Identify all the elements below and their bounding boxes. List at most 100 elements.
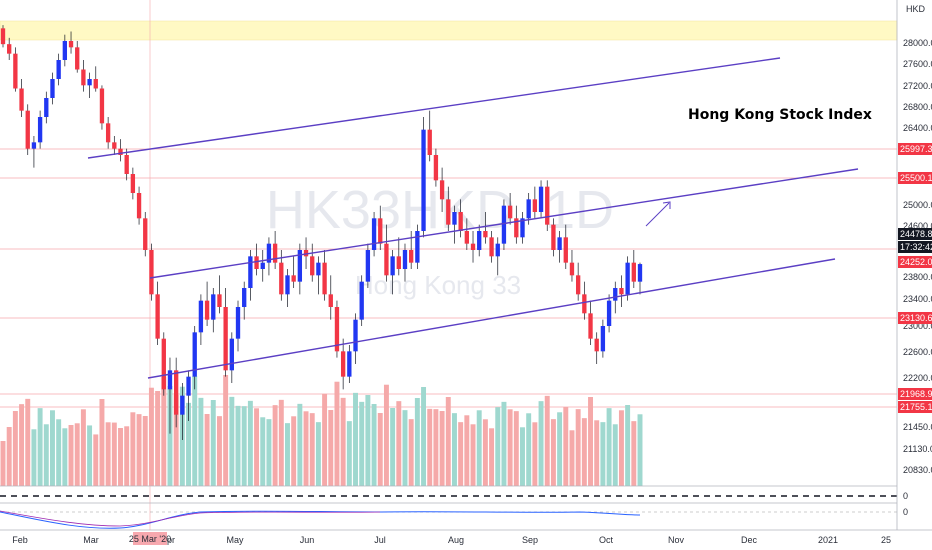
- candle: [31, 136, 37, 168]
- candle: [266, 237, 272, 276]
- price-tag: 17:32:42: [898, 241, 932, 253]
- candle: [334, 300, 340, 358]
- price-tag-label: 25997.3: [900, 144, 932, 154]
- candle: [93, 66, 98, 92]
- candle-body: [7, 44, 12, 54]
- volume-bar: [575, 409, 581, 486]
- y-tick-label: 28000.0: [903, 38, 932, 48]
- volume-bar: [322, 393, 328, 486]
- candle: [575, 262, 581, 301]
- price-tag-label: 25500.1: [900, 173, 932, 183]
- y-tick-label: 24600.0: [903, 221, 932, 231]
- time-axis[interactable]: Feb Mar Apr May Jun Jul Aug Sep Oct Nov Dec 2021 25 …: [0, 529, 932, 545]
- volume-bar: [501, 401, 507, 486]
- lower-channel-line[interactable]: [147, 258, 836, 379]
- candle: [310, 243, 315, 282]
- candle: [260, 250, 265, 282]
- candle: [105, 117, 111, 149]
- candlestick-series: [0, 25, 643, 440]
- candle: [130, 167, 136, 200]
- volume-bar: [118, 428, 123, 486]
- candle-body: [272, 243, 278, 263]
- candle-body: [31, 142, 37, 149]
- middle-channel-line[interactable]: [149, 168, 859, 279]
- candle: [50, 72, 55, 105]
- volume-bar: [303, 411, 309, 486]
- candle-body: [130, 174, 136, 193]
- candle: [452, 205, 457, 244]
- volume-bars: [0, 375, 643, 486]
- candle-body: [489, 237, 494, 257]
- candle-body: [526, 199, 531, 219]
- candle-body: [421, 129, 426, 231]
- price-tag: 25997.3: [898, 143, 932, 155]
- volume-bar: [588, 397, 593, 486]
- candle: [291, 256, 296, 288]
- volume-bar: [247, 400, 253, 486]
- upper-channel-line[interactable]: [87, 57, 781, 159]
- price-tag-bg: [898, 228, 932, 240]
- candle-body: [68, 41, 74, 48]
- candle: [495, 237, 500, 276]
- candle: [563, 224, 568, 269]
- volume-bar: [173, 395, 179, 486]
- candle-body: [520, 218, 525, 238]
- volume-bar: [334, 381, 340, 486]
- volume-bar: [254, 408, 260, 486]
- candle: [149, 243, 154, 301]
- candle-body: [279, 262, 284, 295]
- candle: [501, 199, 507, 250]
- candle: [180, 383, 185, 440]
- candle: [625, 256, 630, 301]
- candle: [532, 186, 538, 219]
- candle-body: [75, 47, 80, 70]
- x-tick-label: 25: [881, 535, 891, 545]
- candle-body: [384, 243, 389, 276]
- price-tag-bg: [898, 241, 932, 253]
- volume-bar: [291, 416, 297, 486]
- candle-body: [136, 193, 142, 219]
- name-watermark: Hong Kong 33: [355, 270, 521, 300]
- volume-bar: [495, 407, 501, 486]
- candle: [470, 231, 476, 263]
- candle: [223, 288, 228, 377]
- candle-body: [495, 243, 500, 257]
- candle-body: [483, 231, 488, 238]
- candle-body: [50, 79, 55, 98]
- candle-body: [254, 256, 259, 269]
- currency-label: HKD: [906, 4, 926, 14]
- candle-body: [551, 224, 556, 250]
- price-tag-bg: [898, 172, 932, 184]
- candle: [186, 370, 191, 421]
- candle-body: [229, 338, 234, 371]
- candle-body: [390, 256, 395, 276]
- candle: [211, 288, 216, 333]
- candle-body: [588, 313, 593, 339]
- candle-body: [328, 294, 333, 307]
- candle: [390, 250, 395, 295]
- volume-bar: [161, 377, 167, 486]
- projection-arrow[interactable]: [645, 202, 670, 227]
- volume-bar: [600, 422, 606, 486]
- candle-body: [446, 199, 451, 225]
- volume-bar: [353, 392, 358, 486]
- price-tag-label: 21968.9: [900, 389, 932, 399]
- volume-bar: [12, 411, 18, 486]
- candle-body: [569, 262, 575, 276]
- candle: [384, 224, 389, 282]
- x-tick-label: Jul: [374, 535, 386, 545]
- volume-bar: [80, 409, 86, 486]
- price-axis[interactable]: HKD 28000.027600.027200.026800.026400.02…: [896, 0, 932, 530]
- volume-bar: [148, 387, 154, 486]
- candle: [198, 294, 204, 345]
- volume-bar: [340, 397, 346, 486]
- trend-channel[interactable]: [87, 57, 859, 379]
- price-tag-bg: [898, 388, 932, 400]
- volume-bar: [6, 427, 12, 486]
- candle-body: [415, 231, 420, 263]
- candle-body: [180, 395, 185, 415]
- candle: [551, 218, 556, 257]
- volume-bar: [563, 407, 569, 486]
- volume-bar: [315, 422, 321, 486]
